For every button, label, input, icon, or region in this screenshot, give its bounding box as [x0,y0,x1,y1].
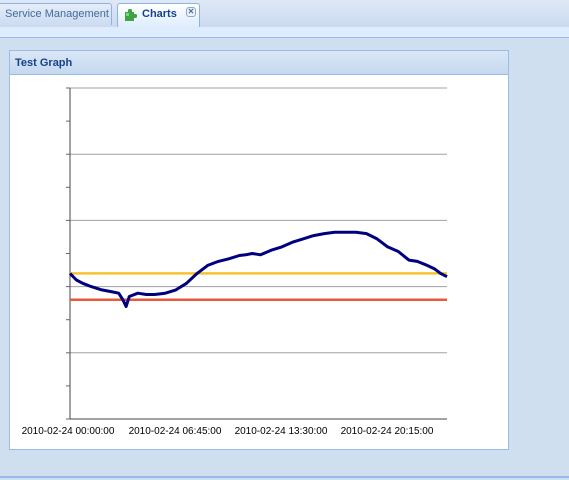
panel-title: Test Graph [10,51,508,75]
series-line-0 [68,230,448,308]
puzzle-icon [125,9,137,21]
x-tick-label: 2010-02-24 20:15:00 [341,426,434,437]
line-chart: 2010-02-24 00:00:00 2010-02-24 06:45:00 20… [22,87,448,437]
tab-strip [0,27,569,38]
bottom-border [0,476,569,478]
x-tick-label: 2010-02-24 00:00:00 [22,426,115,437]
tab-label: Service Management [5,8,109,20]
chart-panel: Test Graph 2010-02-24 00:00:00 2010-02-24… [9,50,509,450]
close-icon[interactable]: ✕ [186,7,196,17]
tab-service-management[interactable]: Service Management [0,3,112,25]
x-tick-label: 2010-02-24 06:45:00 [129,426,222,437]
tab-charts[interactable]: Charts ✕ [117,3,200,27]
x-tick-label: 2010-02-24 13:30:00 [235,426,328,437]
tab-bar: Service Management Charts ✕ [0,0,569,28]
tab-label: Charts [142,8,177,20]
